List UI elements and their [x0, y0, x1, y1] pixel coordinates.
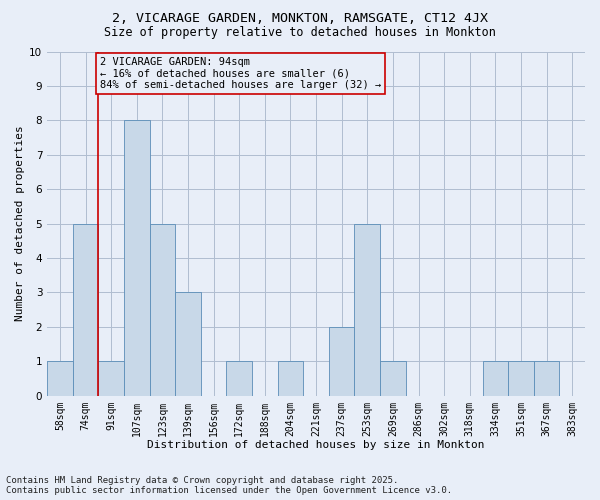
Bar [124, 120, 149, 396]
Bar [73, 224, 98, 396]
Bar [98, 362, 124, 396]
X-axis label: Distribution of detached houses by size in Monkton: Distribution of detached houses by size … [148, 440, 485, 450]
Bar [226, 362, 252, 396]
Text: 2 VICARAGE GARDEN: 94sqm
← 16% of detached houses are smaller (6)
84% of semi-de: 2 VICARAGE GARDEN: 94sqm ← 16% of detach… [100, 56, 381, 90]
Bar [149, 224, 175, 396]
Bar [508, 362, 534, 396]
Bar [47, 362, 73, 396]
Text: Contains HM Land Registry data © Crown copyright and database right 2025.
Contai: Contains HM Land Registry data © Crown c… [6, 476, 452, 495]
Text: Size of property relative to detached houses in Monkton: Size of property relative to detached ho… [104, 26, 496, 39]
Text: 2, VICARAGE GARDEN, MONKTON, RAMSGATE, CT12 4JX: 2, VICARAGE GARDEN, MONKTON, RAMSGATE, C… [112, 12, 488, 26]
Bar [534, 362, 559, 396]
Bar [175, 292, 201, 396]
Bar [329, 327, 355, 396]
Bar [482, 362, 508, 396]
Bar [278, 362, 303, 396]
Bar [355, 224, 380, 396]
Y-axis label: Number of detached properties: Number of detached properties [15, 126, 25, 322]
Bar [380, 362, 406, 396]
